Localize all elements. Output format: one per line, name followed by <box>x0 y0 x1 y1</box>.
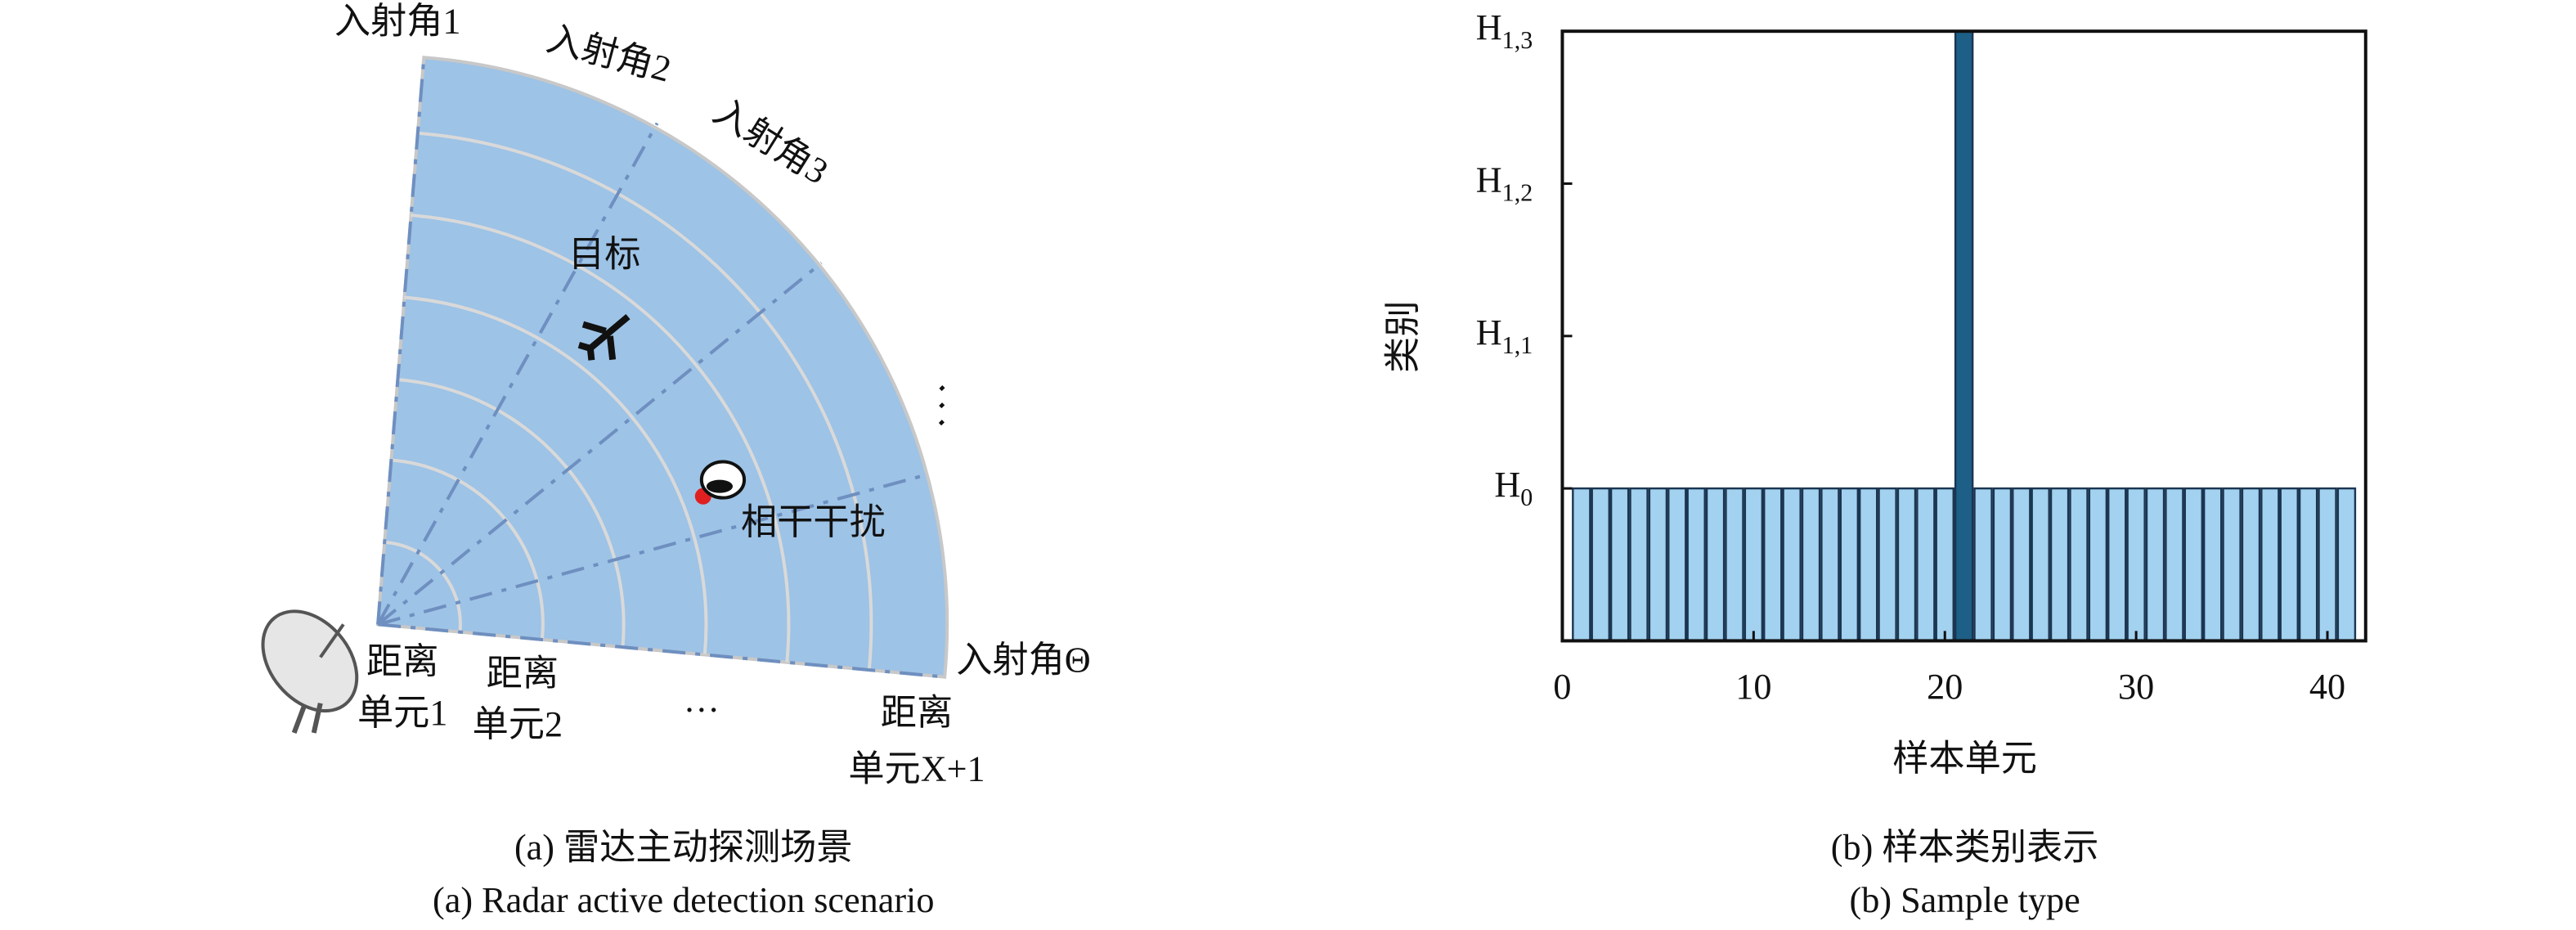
bar <box>1744 487 1764 642</box>
bar <box>1609 487 1630 642</box>
angle-label: 入射角Θ <box>956 640 1090 681</box>
bar <box>2279 487 2299 642</box>
bar <box>1916 487 1936 642</box>
bar <box>1878 487 1897 642</box>
bar <box>1763 487 1783 642</box>
range-label: 距离 <box>881 693 953 733</box>
x-tick-label: 40 <box>2309 667 2345 707</box>
bar <box>1705 487 1726 642</box>
bar <box>2298 487 2318 642</box>
caption: (a) Radar active detection scenario <box>433 880 934 920</box>
x-tick-label: 10 <box>1735 667 1771 707</box>
x-tick-label: 20 <box>1927 667 1963 707</box>
bar <box>2336 487 2357 642</box>
caption: (a) 雷达主动探测场景 <box>514 828 853 868</box>
bar <box>1629 487 1649 642</box>
bar <box>2260 487 2280 642</box>
bar <box>1572 487 1591 642</box>
x-tick-label: 0 <box>1553 667 1571 707</box>
y-axis-label: 类别 <box>1383 301 1423 373</box>
bar <box>1667 487 1687 642</box>
bar <box>1935 487 1954 642</box>
bar <box>1858 487 1878 642</box>
y-tick-label: H0 <box>1494 465 1533 511</box>
sector-diagram: 入射角1 入射角2 入射角3 入射角Θ 目标 相干干扰 ⋱ 距离 单元1 距离 … <box>261 1 1091 920</box>
angle-lines <box>376 57 945 679</box>
target-plane <box>577 314 631 361</box>
bar <box>1820 487 1840 642</box>
bar <box>2107 487 2127 642</box>
range-label: 距离 <box>366 642 438 682</box>
bar-chart: 样本单元 类别 (b) 样本类别表示 (b) Sample type 0 10 20… <box>1383 7 2367 920</box>
caption: (b) 样本类别表示 <box>1831 828 2099 868</box>
jamming-label: 相干干扰 <box>741 502 886 542</box>
y-tick-label: H1,3 <box>1476 7 1533 54</box>
bar <box>1839 487 1860 642</box>
bar <box>2012 487 2031 642</box>
bar <box>2165 487 2184 642</box>
bar <box>1686 487 1706 642</box>
angle-label: 入射角1 <box>334 1 461 41</box>
bar <box>2049 487 2070 642</box>
caption: (b) Sample type <box>1850 880 2080 920</box>
y-tick-label: H1,2 <box>1476 160 1533 207</box>
sector <box>375 56 949 679</box>
bar <box>1973 487 1993 642</box>
angle-label: 入射角2 <box>542 18 675 89</box>
bar <box>1591 487 1610 642</box>
bar <box>2202 487 2223 642</box>
target-label: 目标 <box>568 235 640 275</box>
bar <box>2241 487 2261 642</box>
bar <box>1725 487 1744 642</box>
bar <box>1992 487 2013 642</box>
range-label: 距离 <box>487 654 559 694</box>
range-ellipsis: … <box>684 680 720 720</box>
y-tick-label: H1,1 <box>1476 312 1533 359</box>
bar <box>2183 487 2204 642</box>
range-label: 单元X+1 <box>848 748 985 788</box>
bar <box>2145 487 2165 642</box>
bar <box>2126 487 2146 642</box>
range-label: 单元1 <box>357 693 447 733</box>
bar <box>2222 487 2242 642</box>
x-axis-label: 样本单元 <box>1892 739 2037 779</box>
radar-dish <box>261 609 359 734</box>
bar <box>2031 487 2050 642</box>
range-label: 单元2 <box>473 704 563 744</box>
x-tick-label: 30 <box>2118 667 2154 707</box>
jammer-icon <box>694 460 747 505</box>
bar <box>2088 487 2108 642</box>
range-arcs <box>384 131 873 671</box>
bar <box>2318 487 2337 642</box>
bar <box>1896 487 1917 642</box>
bar <box>1782 487 1802 642</box>
bar <box>2069 487 2089 642</box>
angle-ellipsis: ⋱ <box>915 378 969 432</box>
bar <box>1801 487 1821 642</box>
bar <box>1648 487 1668 642</box>
bar <box>1954 29 1974 642</box>
